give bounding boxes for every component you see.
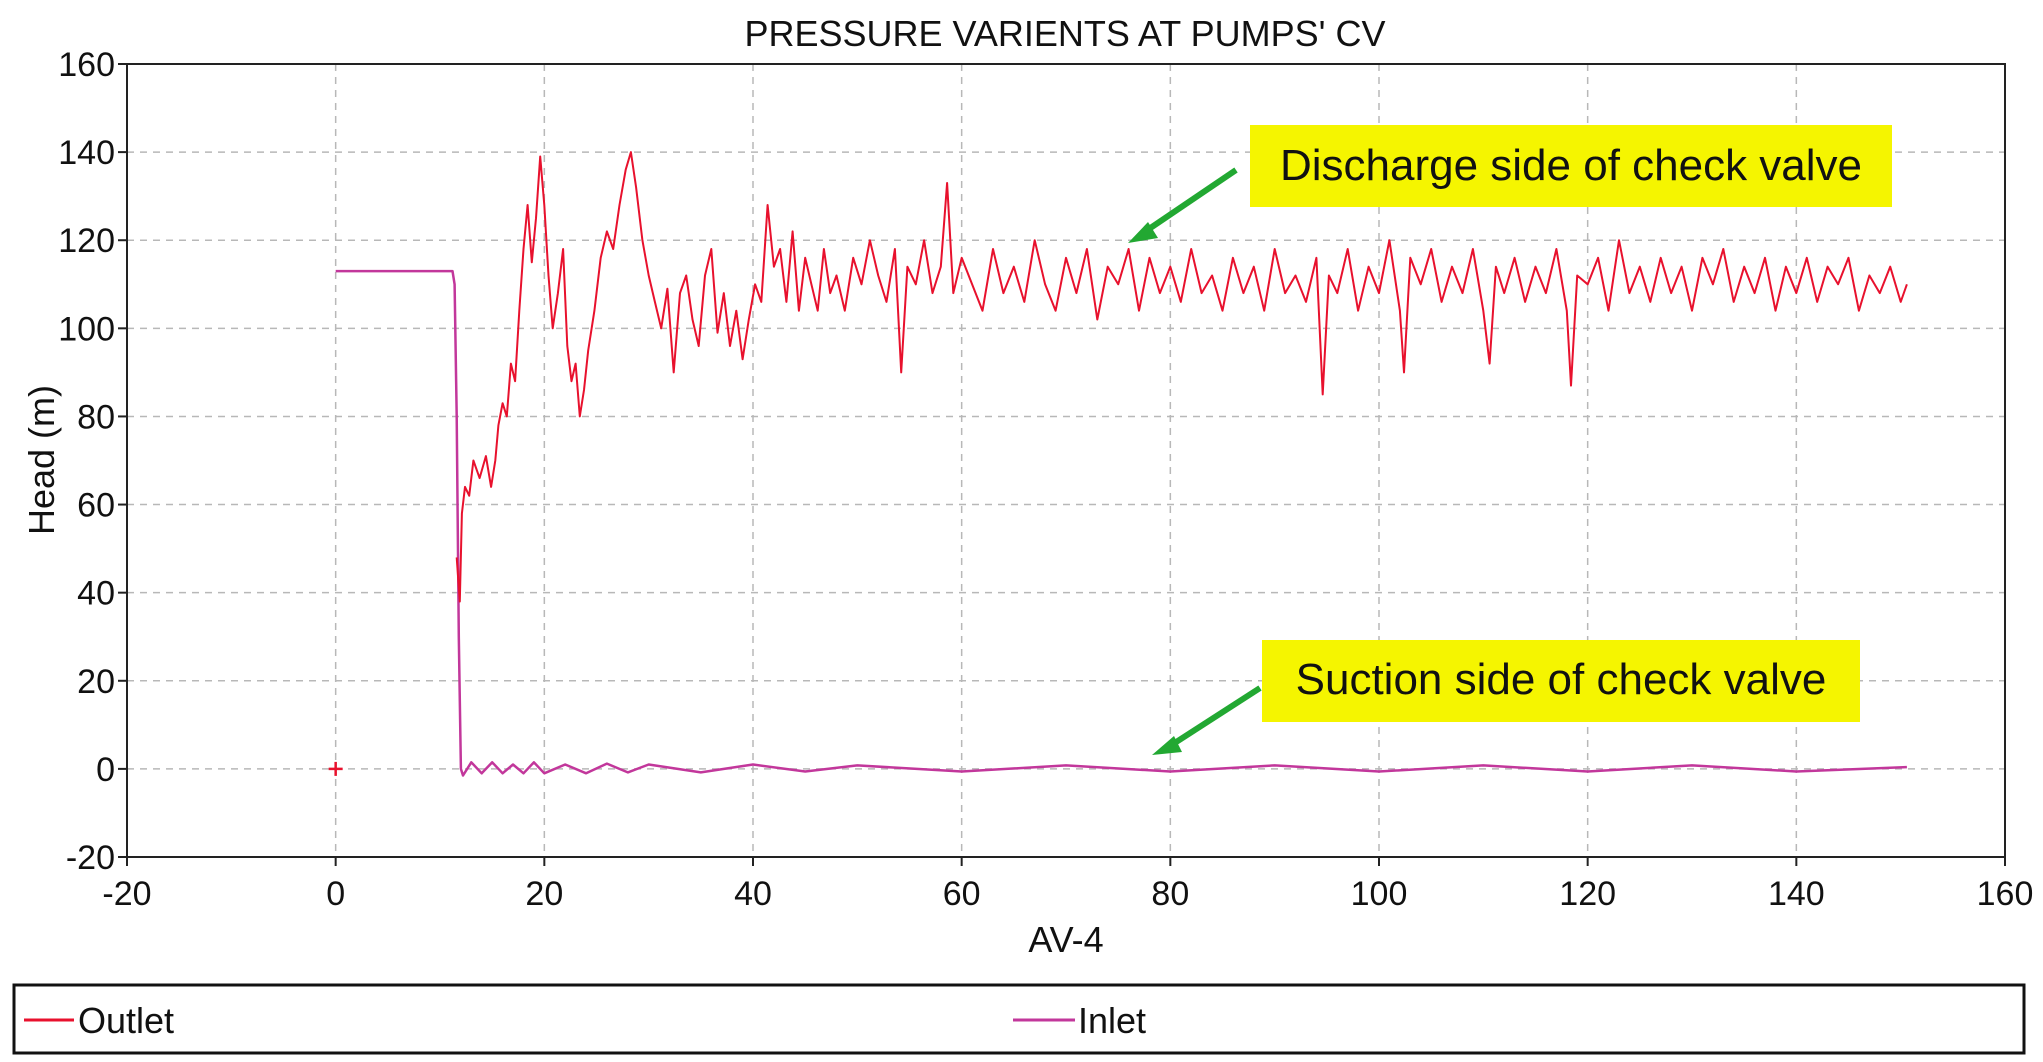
x-tick-label: 160	[1977, 875, 2034, 913]
annotation-suction-arrow	[1168, 685, 1262, 749]
annotation-suction-arrowhead	[1152, 736, 1182, 755]
y-tick-label: 140	[58, 134, 115, 172]
annotation-discharge-box	[1250, 125, 1892, 207]
y-tick-label: 40	[77, 575, 115, 613]
annotation-discharge-label: Discharge side of check valve	[1280, 141, 1862, 190]
annotation-suction: Suction side of check valve	[1152, 640, 1860, 755]
chart-title: PRESSURE VARIENTS AT PUMPS' CV	[744, 13, 1385, 54]
annotation-discharge-arrow	[1138, 167, 1238, 238]
y-axis: -20 0 20 40 60 80 100 120 140 160	[58, 46, 127, 877]
legend-label-inlet: Inlet	[1078, 1000, 1146, 1041]
annotation-suction-label: Suction side of check valve	[1296, 655, 1827, 704]
y-tick-label: 0	[96, 751, 115, 789]
x-tick-label: 0	[326, 875, 345, 913]
y-tick-label: 160	[58, 46, 115, 84]
legend: Outlet Inlet	[12, 983, 2026, 1055]
series-line-outlet	[455, 151, 1908, 603]
y-tick-label: 100	[58, 310, 115, 348]
annotation-suction-box	[1262, 640, 1860, 722]
y-tick-label: 60	[77, 487, 115, 525]
x-axis: -20 0 20 40 60 80 100 120 140 160	[102, 857, 2033, 913]
legend-label-outlet: Outlet	[78, 1000, 174, 1041]
x-tick-label: 40	[734, 875, 772, 913]
series-line-inlet	[335, 269, 1907, 777]
x-tick-label: 80	[1151, 875, 1189, 913]
x-tick-label: 20	[525, 875, 563, 913]
x-tick-label: -20	[102, 875, 151, 913]
x-tick-label: 60	[943, 875, 981, 913]
x-tick-label: 100	[1351, 875, 1408, 913]
origin-marker	[328, 761, 343, 776]
annotation-discharge-arrowhead	[1128, 222, 1158, 243]
plot-frame	[126, 63, 2006, 858]
annotation-discharge: Discharge side of check valve	[1128, 125, 1892, 243]
y-axis-label: Head (m)	[21, 385, 62, 535]
legend-box	[12, 983, 2026, 1055]
y-tick-label: 120	[58, 222, 115, 260]
y-tick-label: -20	[66, 839, 115, 877]
series-layer	[335, 151, 1908, 777]
x-tick-label: 120	[1559, 875, 1616, 913]
x-axis-label: AV-4	[1028, 919, 1103, 960]
y-tick-label: 80	[77, 398, 115, 436]
y-tick-label: 20	[77, 663, 115, 701]
x-tick-label: 140	[1768, 875, 1825, 913]
